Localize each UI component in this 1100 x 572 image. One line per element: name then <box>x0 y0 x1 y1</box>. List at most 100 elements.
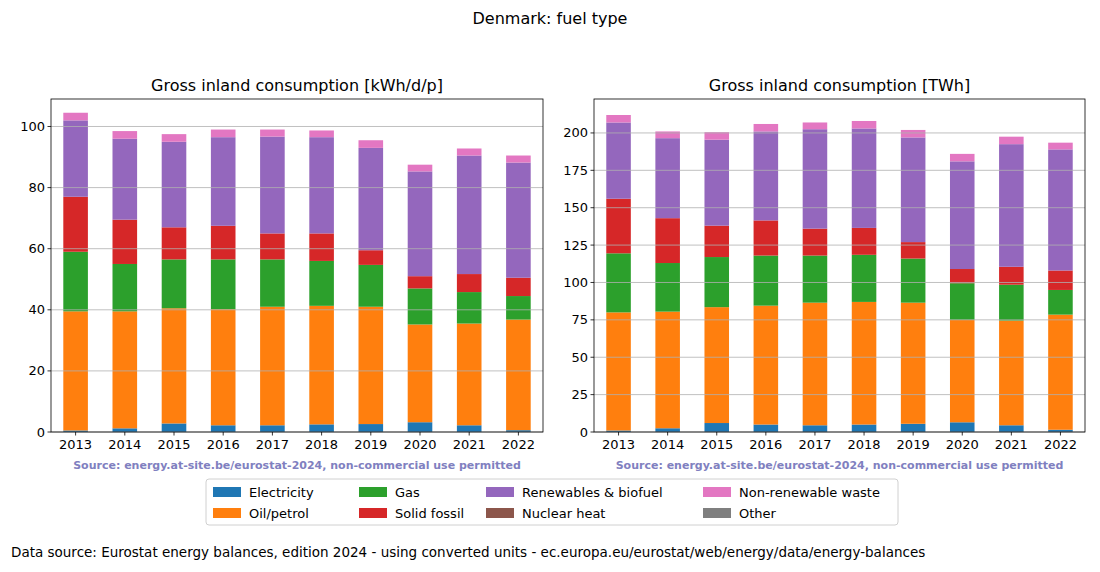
x-tick <box>667 432 668 436</box>
bar <box>901 129 926 130</box>
bar <box>506 320 531 431</box>
x-tick-label: 2017 <box>798 437 831 452</box>
bar <box>408 288 433 324</box>
bar <box>950 320 975 422</box>
suptitle: Denmark: fuel type <box>473 9 628 28</box>
bar <box>754 425 779 432</box>
legend-label: Gas <box>395 485 420 500</box>
bar <box>950 154 975 161</box>
y-tick-label: 20 <box>28 363 45 378</box>
bar <box>359 265 384 307</box>
bar <box>901 424 926 432</box>
y-tick-label: 125 <box>563 238 588 253</box>
bar <box>852 425 877 432</box>
bar <box>359 140 384 148</box>
bar <box>506 156 531 163</box>
y-tick <box>591 245 595 246</box>
bar <box>754 124 779 131</box>
x-tick <box>518 432 519 436</box>
bar <box>63 197 88 252</box>
bar <box>457 274 482 292</box>
y-tick-label: 80 <box>28 180 45 195</box>
y-tick-label: 0 <box>580 425 588 440</box>
x-tick <box>223 432 224 436</box>
bar <box>901 137 926 242</box>
y-tick <box>591 282 595 283</box>
x-tick-label: 2016 <box>749 437 782 452</box>
grid-line <box>594 319 1085 320</box>
bar <box>359 148 384 250</box>
bar <box>113 131 138 139</box>
bar <box>457 148 482 149</box>
bar <box>999 285 1024 321</box>
y-tick-label: 200 <box>563 125 588 140</box>
legend: ElectricityOil/petrolGasSolid fossilRene… <box>206 479 898 525</box>
axes-frame <box>594 99 1085 432</box>
legend-swatch <box>213 487 241 497</box>
bar <box>1048 271 1073 290</box>
x-tick-label: 2020 <box>403 437 436 452</box>
footer: Data source: Eurostat energy balances, e… <box>11 544 925 560</box>
legend-label: Non-renewable waste <box>739 485 880 500</box>
bar <box>408 276 433 288</box>
bar <box>408 165 433 172</box>
bar <box>309 130 334 131</box>
x-tick <box>1060 432 1061 436</box>
bar <box>754 131 779 220</box>
bar <box>901 259 926 303</box>
x-tick <box>864 432 865 436</box>
y-tick-label: 150 <box>563 200 588 215</box>
bar <box>950 283 975 320</box>
bar <box>655 312 680 429</box>
x-tick-label: 2021 <box>453 437 486 452</box>
bar <box>803 303 828 426</box>
bar <box>457 425 482 432</box>
source-note: Source: energy.at-site.be/eurostat-2024,… <box>616 459 1064 472</box>
bar <box>211 309 236 425</box>
grid-line <box>594 282 1085 283</box>
bars <box>63 113 530 432</box>
bar <box>260 307 285 426</box>
x-tick <box>321 432 322 436</box>
legend-swatch <box>359 487 387 497</box>
x-tick-label: 2013 <box>59 437 92 452</box>
legend-label: Renewables & biofuel <box>522 485 663 500</box>
y-tick <box>591 170 595 171</box>
x-tick-label: 2015 <box>700 437 733 452</box>
legend-swatch <box>359 508 387 518</box>
bar <box>162 134 187 135</box>
bar <box>457 156 482 275</box>
bar <box>506 278 531 296</box>
x-tick <box>716 432 717 436</box>
bar <box>606 114 631 115</box>
grid-line <box>594 207 1085 208</box>
x-tick-label: 2020 <box>946 437 979 452</box>
bar <box>999 267 1024 285</box>
y-tick <box>591 394 595 395</box>
bar <box>655 428 680 432</box>
bar <box>803 425 828 432</box>
bar <box>704 307 729 423</box>
y-tick-label: 60 <box>28 241 45 256</box>
grid-line <box>594 170 1085 171</box>
bar <box>260 259 285 306</box>
legend-swatch <box>703 508 731 518</box>
y-tick <box>48 126 52 127</box>
bar <box>999 425 1024 432</box>
bar <box>803 229 828 256</box>
bar <box>1048 143 1073 150</box>
bar <box>260 425 285 432</box>
bar <box>950 153 975 154</box>
x-tick-label: 2021 <box>995 437 1028 452</box>
bar <box>211 130 236 138</box>
bar <box>113 139 138 220</box>
bars <box>606 115 1072 432</box>
x-tick <box>913 432 914 436</box>
bar <box>408 164 433 165</box>
bar <box>309 137 334 233</box>
chart-title: Gross inland consumption [kWh/d/p] <box>151 76 443 95</box>
legend-label: Other <box>739 506 777 521</box>
bar <box>704 423 729 432</box>
x-tick <box>420 432 421 436</box>
x-tick <box>962 432 963 436</box>
